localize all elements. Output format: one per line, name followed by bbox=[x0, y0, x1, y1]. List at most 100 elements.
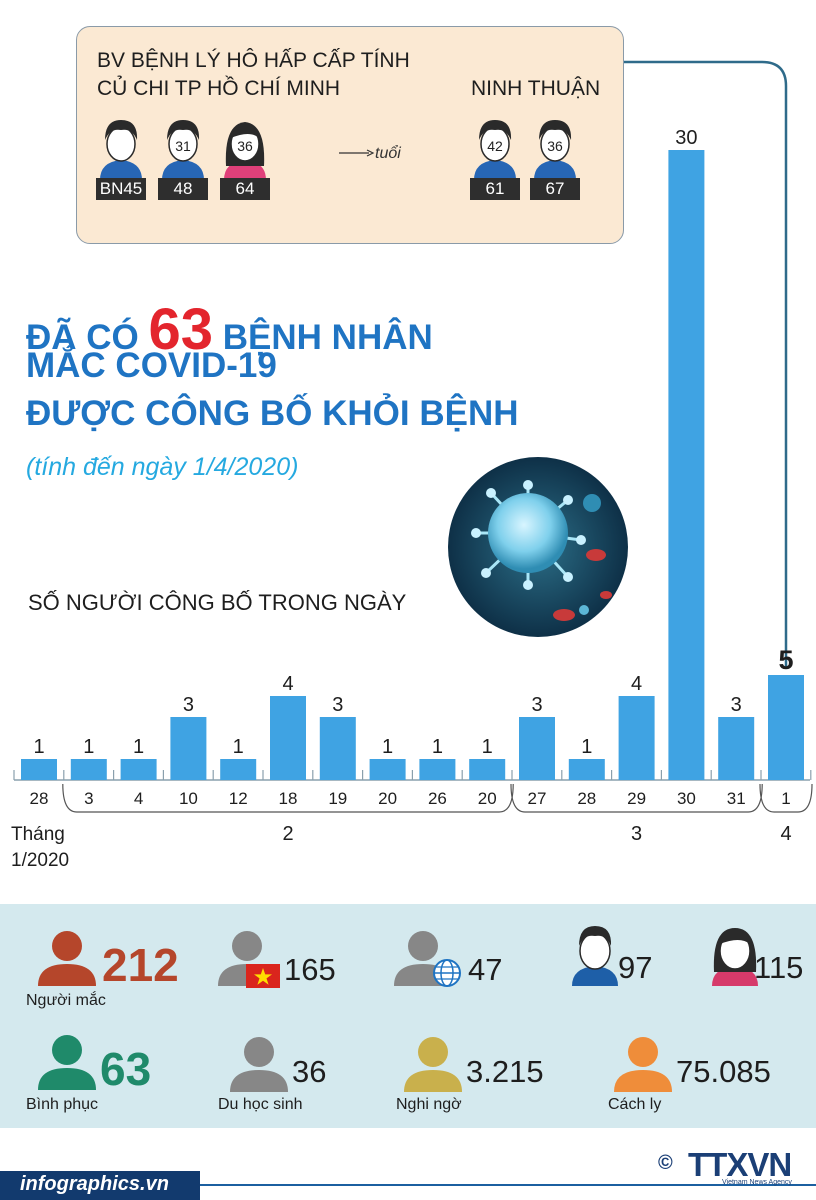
connector-line bbox=[624, 60, 788, 668]
bar-value-label: 3 bbox=[731, 694, 742, 716]
bar-value-label: 3 bbox=[531, 694, 542, 716]
footer-bar bbox=[0, 1171, 200, 1200]
bar bbox=[220, 759, 257, 780]
bar bbox=[70, 759, 107, 780]
bar bbox=[718, 717, 755, 780]
copyright-icon: © bbox=[658, 1152, 673, 1174]
footer-site-link[interactable]: infographics.vn bbox=[20, 1173, 169, 1195]
bar-value-label: 3 bbox=[332, 694, 343, 716]
x-tick-label: 1 bbox=[781, 789, 790, 808]
headline-prefix: ĐÃ CÓ bbox=[26, 318, 139, 357]
bar-value-label: 4 bbox=[631, 673, 642, 695]
patient-figure: 42 61 bbox=[470, 116, 520, 200]
stat-value: 115 bbox=[754, 950, 804, 985]
person-icon bbox=[614, 1037, 672, 1092]
age-unit-label: tuổi bbox=[375, 145, 401, 162]
x-tick-label: 30 bbox=[677, 789, 696, 808]
patient-figure: 36 64 bbox=[220, 116, 270, 200]
patient-figure: BN45 bbox=[96, 116, 146, 200]
hospital-name-line1: BV BỆNH LÝ HÔ HẤP CẤP TÍNH bbox=[97, 49, 410, 72]
province-name: NINH THUẬN bbox=[471, 77, 601, 100]
headline-suffix: BỆNH NHÂN bbox=[222, 318, 433, 357]
bar-value-label: 1 bbox=[382, 736, 393, 758]
patient-age: 31 bbox=[175, 138, 191, 154]
patient-id-tag: BN45 bbox=[96, 178, 146, 200]
bar-value-label: 1 bbox=[133, 736, 144, 758]
bar bbox=[519, 717, 555, 780]
stat-value: 165 bbox=[284, 952, 336, 987]
arrow-icon bbox=[339, 149, 375, 157]
vietnam-flag-icon bbox=[246, 964, 280, 988]
x-tick-label: 18 bbox=[279, 789, 298, 808]
patient-id-tag: 64 bbox=[220, 178, 270, 200]
month-label: 3 bbox=[631, 823, 642, 845]
headline-line1: ĐÃ CÓ 63 BỆNH NHÂN bbox=[26, 296, 433, 363]
bar bbox=[120, 759, 157, 780]
stat-value: 97 bbox=[618, 950, 653, 985]
x-tick-label: 3 bbox=[84, 789, 93, 808]
x-tick-label: 4 bbox=[134, 789, 143, 808]
month-label: 2 bbox=[282, 823, 293, 845]
female-icon bbox=[712, 928, 758, 986]
headline-line2: MẮC COVID-19 bbox=[26, 346, 277, 385]
bar-value-label: 1 bbox=[581, 736, 592, 758]
x-tick-label: 20 bbox=[478, 789, 497, 808]
month-prefix-label: Tháng bbox=[11, 824, 65, 845]
info-box: BV BỆNH LÝ HÔ HẤP CẤP TÍNH CỦ CHI TP HỒ … bbox=[76, 26, 624, 244]
globe-icon bbox=[433, 959, 461, 987]
footer-divider bbox=[200, 1184, 816, 1186]
bar-value-label: 3 bbox=[183, 694, 194, 716]
person-icon bbox=[38, 1035, 96, 1090]
male-patient-icon bbox=[100, 120, 142, 180]
stat-label: Người mắc bbox=[26, 992, 106, 1009]
stat-label: Cách ly bbox=[608, 1096, 662, 1113]
ttxvn-logo-subtitle: Vietnam News Agency bbox=[722, 1179, 792, 1186]
patient-age: 36 bbox=[237, 138, 253, 154]
x-tick-label: 29 bbox=[627, 789, 646, 808]
bar bbox=[668, 150, 705, 780]
headline-line3: ĐƯỢC CÔNG BỐ KHỎI BỆNH bbox=[26, 394, 519, 433]
stat-value: 63 bbox=[100, 1043, 152, 1095]
bar-value-label: 1 bbox=[432, 736, 443, 758]
bar-value-label: 1 bbox=[233, 736, 244, 758]
patient-id-tag: 61 bbox=[470, 178, 520, 200]
bar-value-label: 1 bbox=[83, 736, 94, 758]
bar-value-label: 30 bbox=[675, 127, 697, 149]
bar bbox=[469, 759, 506, 780]
bar-value-label: 4 bbox=[282, 673, 293, 695]
x-tick-label: 28 bbox=[577, 789, 596, 808]
stat-label: Du học sinh bbox=[218, 1096, 303, 1113]
patient-figure: 31 48 bbox=[158, 116, 208, 200]
bar bbox=[618, 696, 655, 780]
male-patient-icon bbox=[162, 120, 204, 180]
bar-value-label: 5 bbox=[778, 645, 793, 675]
x-tick-label: 28 bbox=[30, 789, 49, 808]
x-tick-label: 27 bbox=[528, 789, 547, 808]
hospital-name-line2: CỦ CHI TP HỒ CHÍ MINH bbox=[97, 77, 341, 100]
virus-illustration-icon bbox=[448, 457, 628, 637]
male-icon bbox=[572, 926, 618, 986]
month-label: 1/2020 bbox=[11, 850, 69, 871]
x-tick-label: 12 bbox=[229, 789, 248, 808]
person-icon bbox=[404, 1037, 462, 1092]
bar bbox=[270, 696, 306, 780]
bar-value-label: 1 bbox=[482, 736, 493, 758]
stat-value: 36 bbox=[292, 1054, 327, 1089]
bar bbox=[319, 717, 356, 780]
person-icon bbox=[38, 931, 96, 986]
x-tick-label: 20 bbox=[378, 789, 397, 808]
patient-age: 42 bbox=[487, 138, 503, 154]
bar bbox=[369, 759, 406, 780]
x-tick-label: 26 bbox=[428, 789, 447, 808]
month-label: 4 bbox=[780, 823, 791, 845]
bar-value-label: 1 bbox=[33, 736, 44, 758]
patient-figure: 36 67 bbox=[530, 116, 580, 200]
patient-id-tag: 67 bbox=[530, 178, 580, 200]
patient-age: 36 bbox=[547, 138, 563, 154]
stat-value: 212 bbox=[102, 939, 179, 991]
chart-title: SỐ NGƯỜI CÔNG BỐ TRONG NGÀY bbox=[28, 590, 407, 615]
stat-value: 75.085 bbox=[676, 1054, 771, 1089]
bar bbox=[21, 759, 57, 780]
x-tick-label: 31 bbox=[727, 789, 746, 808]
x-tick-label: 10 bbox=[179, 789, 198, 808]
